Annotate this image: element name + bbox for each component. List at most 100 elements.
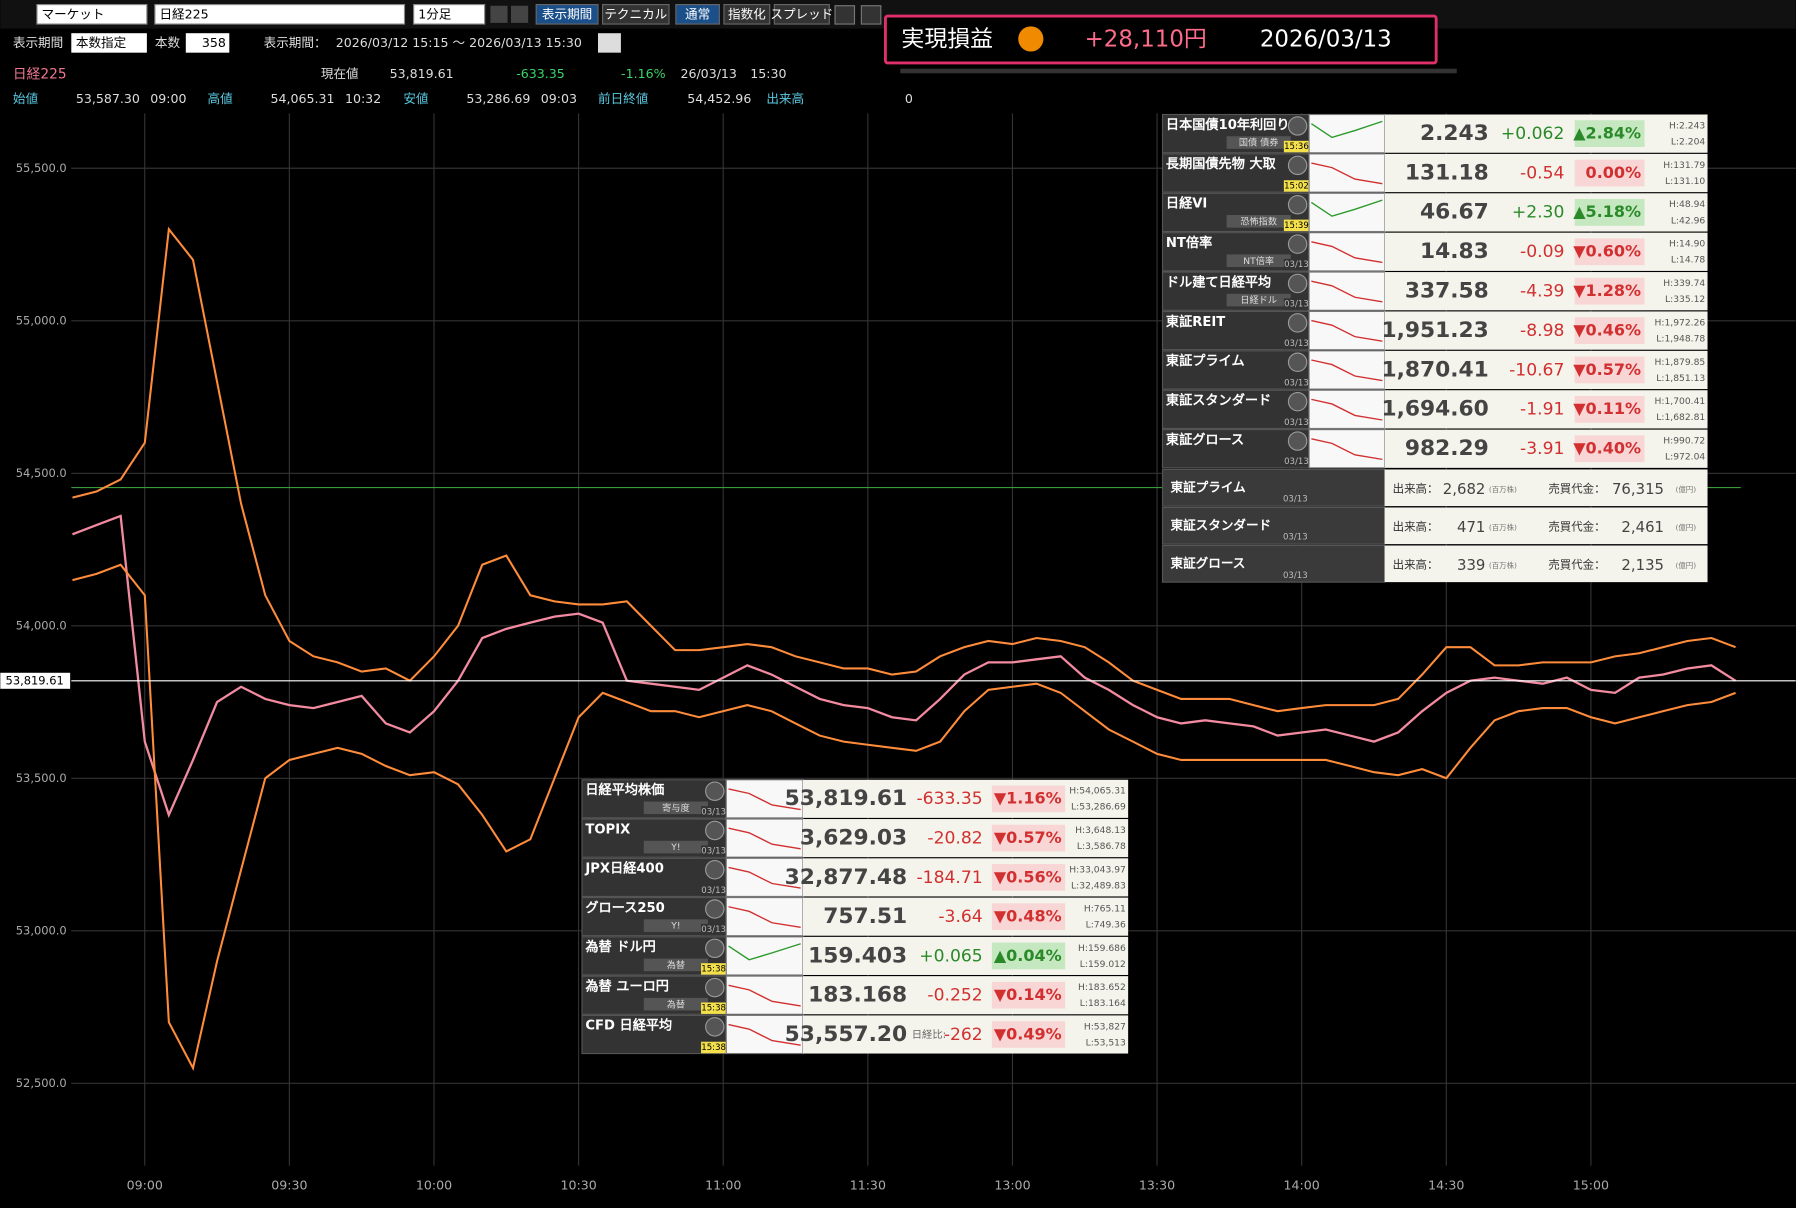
profit-label: 実現損益 [901,27,993,53]
volume-name: 東証スタンダード [1171,517,1272,532]
row-sub: 寄与度 [662,802,689,814]
toolbar-button-text: 表示期間 [542,6,592,21]
row-value: 337.58 [1405,279,1489,304]
row-low: L:53,513 [1086,1037,1126,1048]
toolbar-button[interactable] [675,4,720,25]
row-value-bg [1384,193,1708,232]
row-high: H:1,700.41 [1654,396,1705,407]
row-time-bg [701,1002,727,1014]
volume-label: 出来高： [1393,557,1439,571]
row-value-bg [1384,390,1708,429]
volume-time: 03/13 [1283,533,1308,543]
row-value-bg [1384,114,1708,153]
change-pct: -1.16% [621,66,666,81]
symbol-select[interactable] [154,4,406,25]
high-value: 54,065.31 [271,91,335,106]
row-pct: ▼0.11% [1573,399,1641,418]
next-button[interactable] [510,5,529,23]
row-value-bg [802,1015,1129,1054]
toolbar-button[interactable] [723,4,771,25]
row-name: 東証スタンダード [1166,392,1271,409]
sparkline-shape [728,866,801,889]
count-input[interactable] [185,33,230,53]
row-time-bg [1283,259,1310,271]
row-value: 2.243 [1420,121,1489,146]
row-icon [1287,313,1308,333]
sparkline [1308,429,1386,469]
row-value-bg [802,936,1129,975]
sparkline [725,779,804,819]
amount-label: 売買代金： [1548,557,1605,571]
toolbar-button[interactable] [602,4,670,25]
interval-select[interactable] [413,4,486,25]
market-select[interactable] [36,4,148,25]
sparkline-shape [728,827,801,850]
sparkline [725,936,804,976]
reset-button[interactable] [598,33,621,53]
y-tick-label: 53,500.0 [16,771,67,785]
row-high: H:765.11 [1084,904,1126,915]
sparkline-shape [728,906,801,929]
volume-value: 339 [1457,556,1485,574]
row-time: 15:02 [1284,181,1309,191]
row-change: -0.54 [1520,163,1564,183]
row-change: +0.065 [919,946,983,966]
row-value-bg [1384,232,1708,271]
row-low: L:335.12 [1665,294,1705,305]
row-pct-bg [991,1021,1066,1048]
row-sub: NT倍率 [1243,255,1274,267]
row-change: +2.30 [1512,203,1565,223]
amount-label: 売買代金： [1548,519,1605,533]
open-value: 53,587.30 [76,91,140,106]
row-time: 15:38 [701,964,726,974]
row-high: H:2.243 [1669,120,1705,131]
toolbar-buttons: 表示期間 テクニカル 通常 指数化 スプレッド [535,4,833,25]
toolbar-button[interactable] [773,4,830,25]
count-label: 本数 [155,35,181,50]
row-value: 757.51 [823,904,907,929]
row-time: 15:38 [701,1043,726,1053]
toolbar-button[interactable] [535,4,599,25]
row-name: JPX日経400 [584,860,663,877]
row-value-bg [802,819,1129,858]
low-label: 安値 [403,91,429,106]
volume-value: 2,682 [1443,480,1486,498]
row-sub-bg [643,997,708,1011]
last-value: 53,819.61 [390,66,454,81]
mode-select[interactable] [71,33,147,53]
row-time: 03/13 [1284,378,1309,388]
row-value-bg [1384,350,1708,390]
row-sub: 為替 [667,998,685,1010]
row-time-bg [1283,298,1310,310]
volume-value-bg [1384,469,1708,507]
row-time: 03/13 [701,847,726,857]
row-high: H:48.94 [1669,199,1705,210]
quote-time: 15:30 [750,66,786,81]
row-high: H:54,065.31 [1069,786,1126,797]
prev-button[interactable] [490,5,508,23]
row-value: 159.403 [808,943,907,968]
row-sub-bg [643,840,708,854]
row-pct-bg [991,903,1066,930]
zoom-button[interactable] [860,5,882,25]
row-pct-bg [991,864,1066,891]
row-change-label: 日経比: [912,1028,946,1041]
period-label: 表示期間 [13,35,63,50]
row-low: L:1,682.81 [1656,412,1705,423]
row-name: 為替 ドル円 [585,938,655,955]
row-change: -0.09 [1520,242,1564,262]
row-time: 15:38 [701,1004,726,1014]
row-icon [1287,431,1308,451]
row-low: L:972.04 [1665,452,1705,463]
row-icon [1287,234,1308,254]
toolbar-button-text: テクニカル [604,6,667,21]
row-pct-bg [1574,199,1645,226]
sparkline [725,857,804,898]
row-time-bg [701,806,727,818]
row-sub-bg [643,958,708,972]
add-button[interactable] [834,5,856,25]
row-change: -3.64 [938,907,982,927]
series-line [72,514,1737,819]
row-name: TOPIX [585,822,630,837]
